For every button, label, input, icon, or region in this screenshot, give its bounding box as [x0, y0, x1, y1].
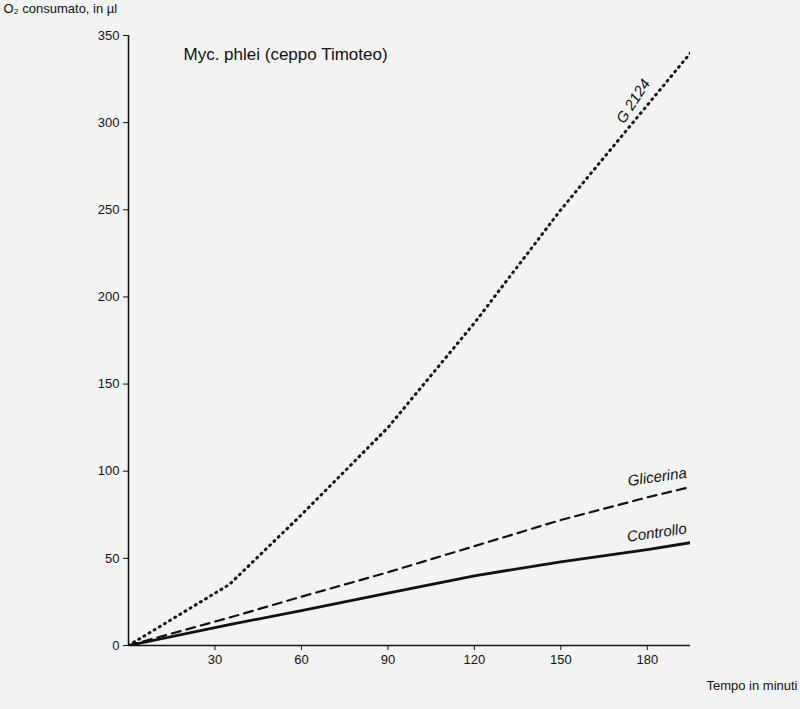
- svg-text:Glicerina: Glicerina: [627, 464, 688, 489]
- svg-text:150: 150: [550, 652, 572, 667]
- svg-text:Tempo in minuti: Tempo in minuti: [706, 678, 797, 693]
- svg-text:50: 50: [105, 551, 119, 566]
- svg-text:Controllo: Controllo: [626, 520, 688, 545]
- svg-text:300: 300: [98, 115, 120, 130]
- svg-text:O₂ consumato, in µl: O₂ consumato, in µl: [4, 1, 118, 16]
- svg-text:30: 30: [208, 652, 222, 667]
- svg-text:250: 250: [98, 202, 120, 217]
- svg-text:120: 120: [463, 652, 485, 667]
- svg-text:90: 90: [381, 652, 395, 667]
- svg-text:150: 150: [98, 376, 120, 391]
- svg-text:G 2124: G 2124: [612, 76, 653, 127]
- svg-text:100: 100: [98, 463, 120, 478]
- svg-text:0: 0: [112, 638, 119, 653]
- svg-text:60: 60: [294, 652, 308, 667]
- svg-text:Myc. phlei (ceppo Timoteo): Myc. phlei (ceppo Timoteo): [184, 45, 388, 64]
- svg-text:180: 180: [636, 652, 658, 667]
- svg-text:350: 350: [98, 28, 120, 43]
- svg-text:200: 200: [98, 289, 120, 304]
